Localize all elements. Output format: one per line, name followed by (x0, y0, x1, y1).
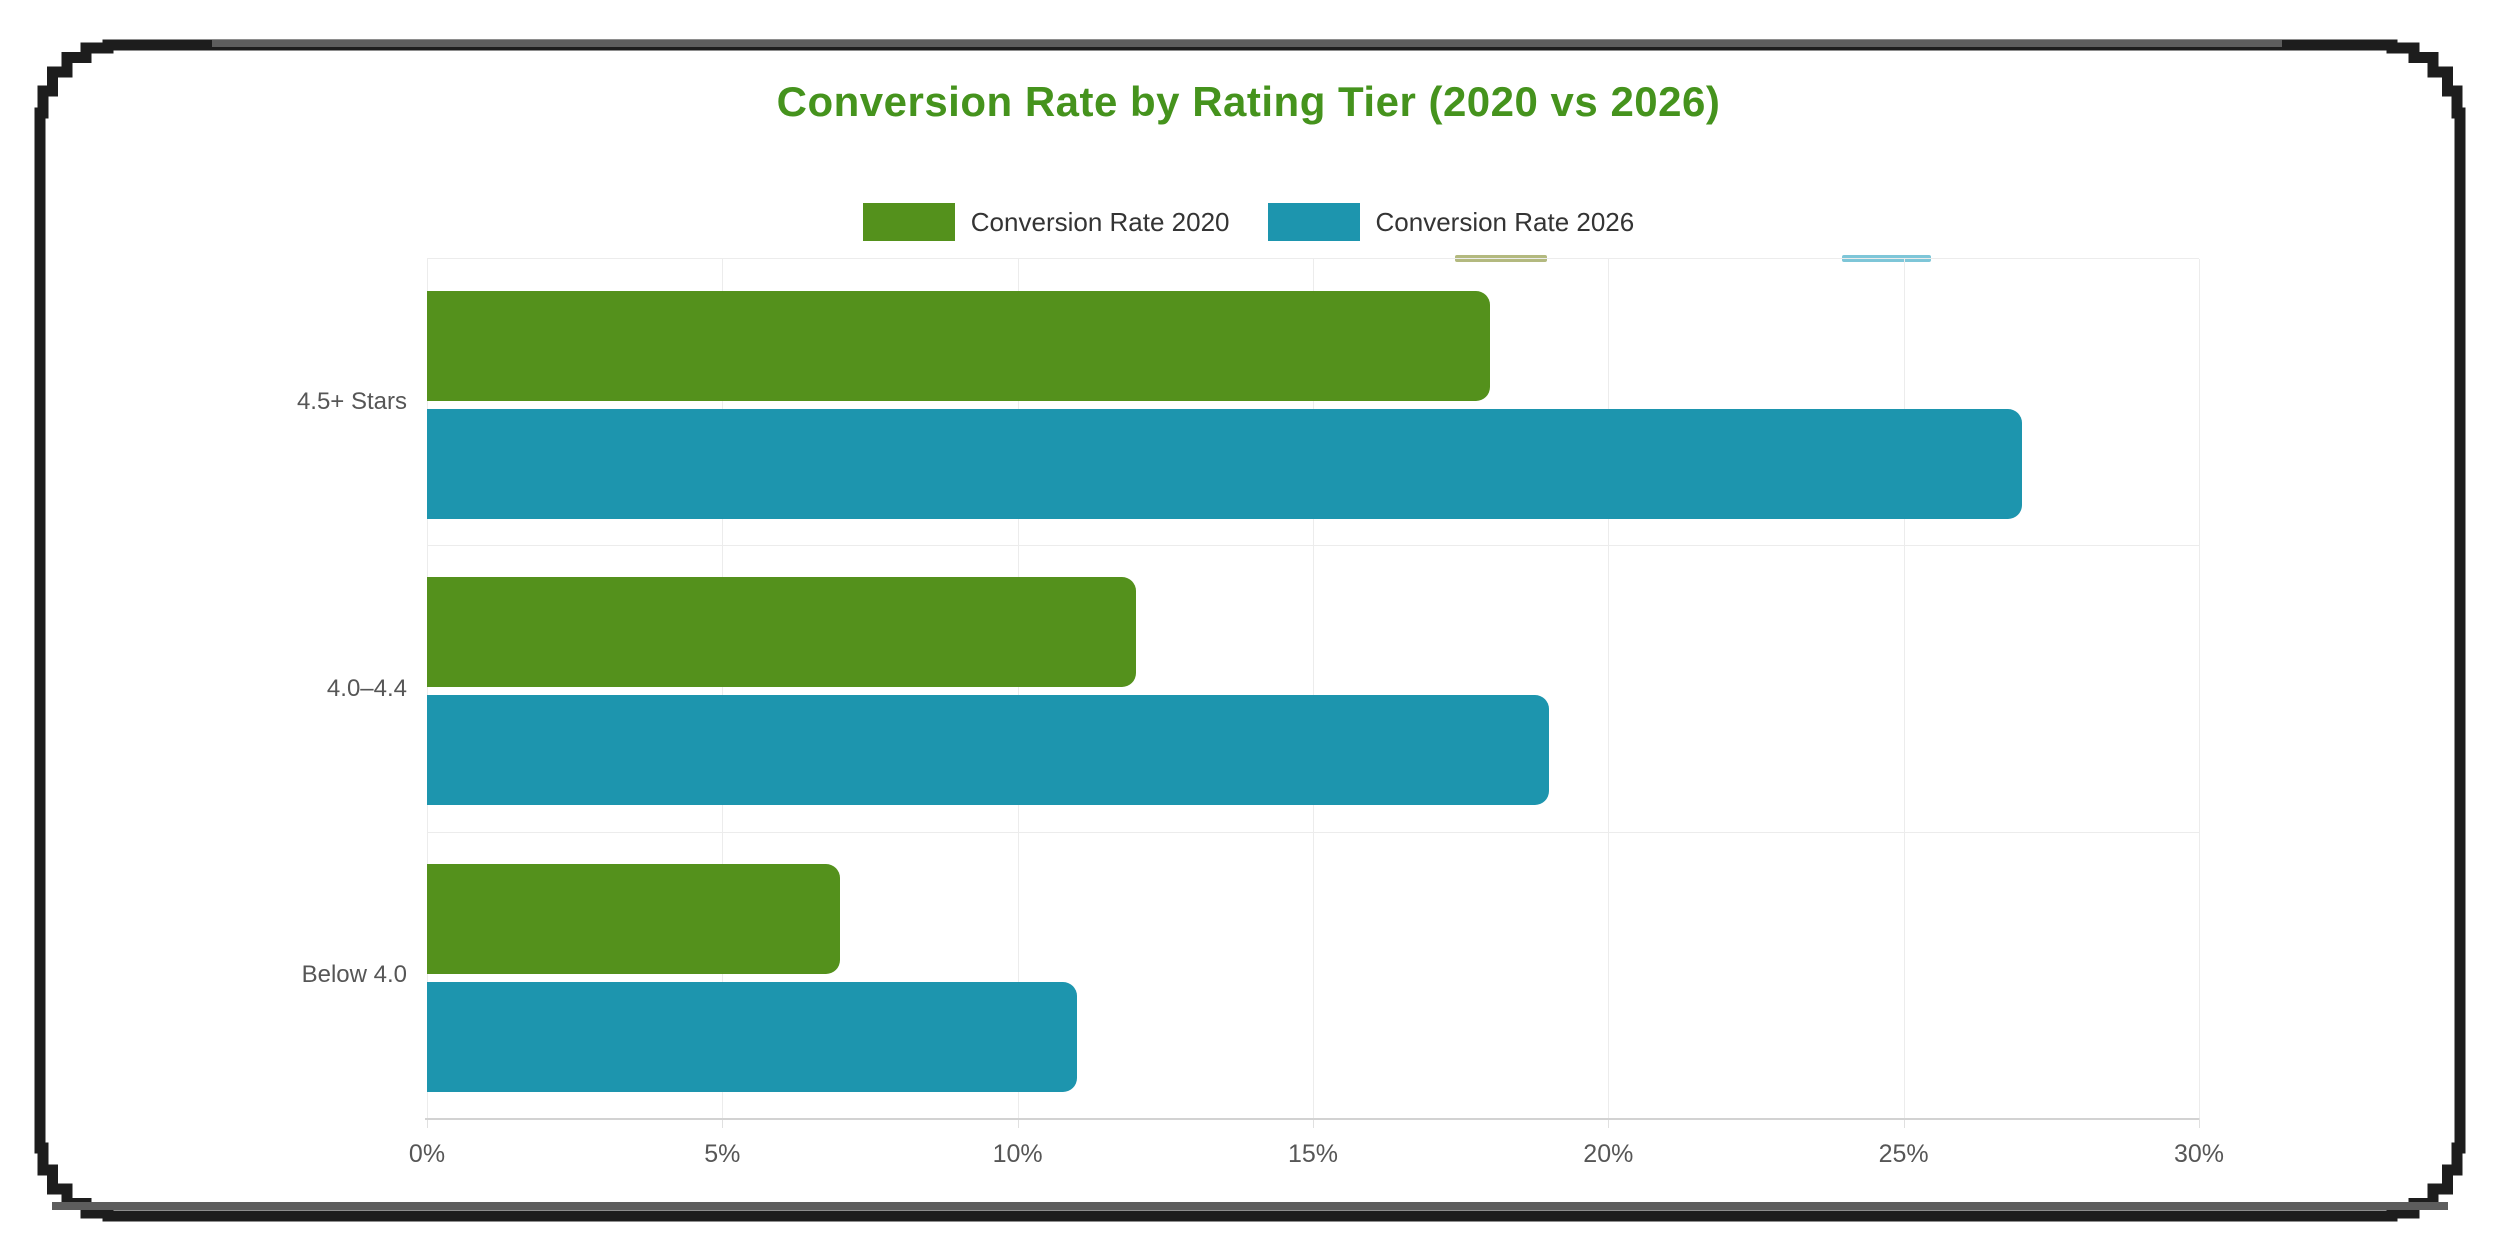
bar-2026-4.0–4.4 (427, 695, 1550, 806)
row-separator (427, 831, 2199, 833)
legend-item-2020[interactable]: Conversion Rate 2020 (862, 203, 1230, 241)
bar-2026-4.5+ Stars (427, 409, 2022, 519)
category-label: 4.0–4.4 (326, 674, 407, 702)
frame-bottom-highlight (52, 1202, 2448, 1210)
bar-2020-4.5+ Stars (427, 291, 1491, 401)
legend-label-2020: Conversion Rate 2020 (970, 206, 1230, 237)
legend-swatch-2020-icon (862, 203, 955, 241)
x-axis-baseline (425, 1118, 2199, 1120)
legend-item-2026[interactable]: Conversion Rate 2026 (1267, 203, 1635, 241)
x-tick-label: 0% (408, 1140, 446, 1168)
gridline-20% (1608, 259, 1610, 1118)
tick-mark-10% (1017, 1118, 1019, 1128)
row-separator (427, 545, 2199, 547)
x-tick-label: 30% (2173, 1140, 2225, 1168)
legend-swatch-2026-icon (1267, 203, 1360, 241)
legend-label-2026: Conversion Rate 2026 (1375, 206, 1635, 237)
gridline-30% (2199, 259, 2200, 1118)
gridline-15% (1313, 259, 1314, 1118)
x-tick-label: 15% (1287, 1140, 1339, 1168)
gridline-0% (427, 259, 428, 1118)
tick-mark-30% (2199, 1118, 2200, 1128)
tick-mark-15% (1313, 1118, 1314, 1128)
x-tick-label: 10% (992, 1140, 1043, 1168)
tick-mark-25% (1903, 1118, 1905, 1128)
gridline-25% (1903, 259, 1905, 1118)
legend: Conversion Rate 2020 Conversion Rate 202… (0, 198, 2497, 246)
category-label: Below 4.0 (301, 960, 407, 988)
frame-top-highlight (212, 40, 2282, 47)
tick-mark-20% (1608, 1118, 1610, 1128)
gridline-10% (1017, 259, 1019, 1118)
x-tick-label: 25% (1878, 1140, 1929, 1168)
x-tick-label: 5% (704, 1140, 741, 1168)
bar-2020-Below 4.0 (427, 863, 841, 974)
gridline-5% (722, 259, 724, 1118)
bar-2026-Below 4.0 (427, 981, 1077, 1092)
chart-title: Conversion Rate by Rating Tier (2020 vs … (776, 78, 1721, 125)
bar-2020-4.0–4.4 (427, 577, 1136, 688)
tick-mark-0% (427, 1118, 428, 1128)
x-tick-label: 20% (1583, 1140, 1634, 1168)
category-label: 4.5+ Stars (296, 388, 407, 416)
plot-area: 0% 5% 10% 15% 20% 25% 30% 4.5+ Stars 4.0–4.4 Belo… (297, 258, 2224, 1168)
tick-mark-5% (722, 1118, 724, 1128)
